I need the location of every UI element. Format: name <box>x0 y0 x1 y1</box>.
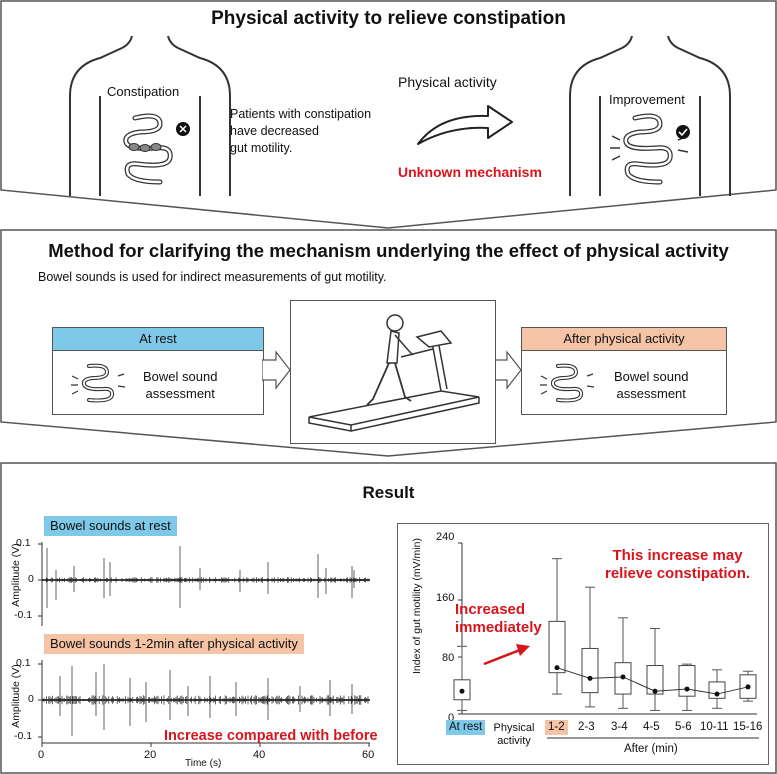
median-point <box>745 684 751 690</box>
tag-after: Bowel sounds 1-2min after physical activ… <box>44 634 304 654</box>
bp-ytick-80: 80 <box>442 652 455 664</box>
patients-line-2: have decreased <box>230 124 319 138</box>
intestine-icon-2 <box>540 363 595 403</box>
increased-immediately-line-1: Increased <box>455 601 526 618</box>
iqr-box <box>708 681 726 699</box>
torso-left-icon <box>69 36 231 196</box>
iqr-box <box>581 647 599 694</box>
at-rest-body-line-1: Bowel sound <box>143 369 218 384</box>
after-body-line-1: Bowel sound <box>614 369 689 384</box>
cat-3-4: 3-4 <box>611 721 628 733</box>
treadmill-icon <box>308 314 480 432</box>
xtick-20: 20 <box>144 749 157 761</box>
median-point <box>459 688 465 694</box>
after-body-line-2: assessment <box>616 386 686 401</box>
box-10-11 <box>708 669 726 709</box>
arrow-right-icon-1 <box>262 350 291 390</box>
after-body: Bowel sound assessment <box>614 368 688 402</box>
ytick-bottom-0: 0.1 <box>16 657 31 669</box>
patients-line-3: gut motility. <box>230 141 293 155</box>
after-min-label: After (min) <box>624 743 678 755</box>
cat-1-2: 1-2 <box>545 720 568 735</box>
boxplot-boxes <box>453 558 757 711</box>
patients-text: Patients with constipation have decrease… <box>230 106 371 157</box>
constipation-label: Constipation <box>107 84 180 99</box>
top-title: Physical activity to relieve constipatio… <box>211 8 566 29</box>
iqr-box <box>548 620 566 674</box>
unknown-mechanism: Unknown mechanism <box>398 164 542 180</box>
median-point <box>714 691 720 697</box>
xtick-0: 0 <box>38 749 45 761</box>
improvement-label: Improvement <box>609 92 685 107</box>
arrow-right-icon-2 <box>493 350 522 390</box>
this-increase-line-2: relieve constipation. <box>605 565 751 582</box>
cat-15-16: 15-16 <box>733 721 763 733</box>
method-subtitle: Bowel sounds is used for indirect measur… <box>38 270 387 284</box>
at-rest-body: Bowel sound assessment <box>143 368 217 402</box>
box-4-5 <box>646 628 664 711</box>
amplitude-label-bottom: Amplitude (V) <box>10 664 22 728</box>
box-2-3 <box>581 586 599 708</box>
cat-physical-activity: Physical activity <box>489 722 539 748</box>
cat-4-5: 4-5 <box>643 721 660 733</box>
box-at-rest <box>453 645 471 711</box>
increased-immediately-line-2: immediately <box>455 619 542 636</box>
increased-immediately: Increased immediately <box>455 601 542 637</box>
bp-ytick-160: 160 <box>436 592 455 604</box>
wave-rest <box>43 546 369 608</box>
cat-2-3: 2-3 <box>578 721 595 733</box>
median-point <box>620 674 626 680</box>
ytick-bottom-2: -0.1 <box>14 730 33 742</box>
wave-after <box>43 664 369 736</box>
after-header: After physical activity <box>522 328 726 351</box>
xtick-40: 40 <box>253 749 266 761</box>
this-increase-line-1: This increase may <box>612 547 743 564</box>
physical-activity-label: Physical activity <box>398 74 497 90</box>
boxplot-ylabel: Index of gut motility (mV/min) <box>411 538 423 674</box>
method-title: Method for clarifying the mechanism unde… <box>48 240 729 261</box>
ytick-bottom-1: 0 <box>28 693 34 705</box>
at-rest-header: At rest <box>53 328 263 351</box>
tag-rest: Bowel sounds at rest <box>44 516 177 536</box>
red-arrow-icon <box>483 644 530 666</box>
box-5-6 <box>678 663 696 711</box>
ytick-top-1: 0 <box>28 573 34 585</box>
boxplot-chart <box>453 542 759 739</box>
intestine-icon <box>71 363 126 403</box>
increase-text: Increase compared with before <box>164 728 378 744</box>
after-activity-box: After physical activity Bowel sound asse… <box>521 327 727 415</box>
this-increase-text: This increase may relieve constipation. <box>605 547 750 583</box>
cat-physical-activity-text: Physical activity <box>493 722 535 747</box>
cat-10-11: 10-11 <box>700 721 729 733</box>
iqr-box <box>646 665 664 695</box>
median-point <box>652 688 658 694</box>
ytick-top-0: 0.1 <box>16 537 31 549</box>
cat-5-6: 5-6 <box>675 721 692 733</box>
median-point <box>684 686 690 692</box>
patients-line-1: Patients with constipation <box>230 107 372 121</box>
amplitude-label-top: Amplitude (V) <box>10 543 22 607</box>
treadmill-box <box>290 300 496 444</box>
curved-arrow-icon <box>417 105 513 145</box>
bp-ytick-240: 240 <box>436 531 455 543</box>
cat-at-rest: At rest <box>446 720 486 735</box>
ytick-top-2: -0.1 <box>14 609 33 621</box>
median-point <box>554 665 560 671</box>
time-label: Time (s) <box>185 758 222 769</box>
bp-ytick-0: 0 <box>448 712 455 724</box>
waveform-plots <box>38 542 370 747</box>
result-title: Result <box>362 483 415 502</box>
torso-right-icon <box>569 36 731 196</box>
median-point <box>587 675 593 681</box>
at-rest-body-line-2: assessment <box>145 386 215 401</box>
at-rest-box: At rest Bowel sound assessment <box>52 327 264 415</box>
box-3-4 <box>614 617 632 709</box>
xtick-60: 60 <box>362 749 375 761</box>
iqr-box <box>678 665 696 697</box>
box-1-2 <box>548 558 566 695</box>
